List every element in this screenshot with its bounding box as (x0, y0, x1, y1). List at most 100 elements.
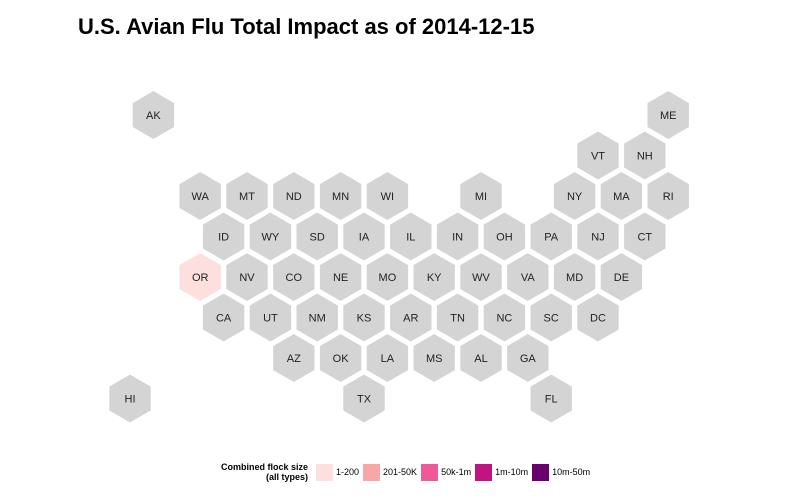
state-hex-oh (482, 211, 527, 262)
state-hex-la (365, 332, 410, 384)
state-hex-wv (459, 251, 503, 303)
state-hex-al (459, 332, 503, 384)
state-hex-nv (225, 251, 269, 303)
state-hex-nd (272, 170, 316, 222)
state-label-mi: MI (475, 191, 487, 203)
state-label-ak: AK (146, 110, 161, 122)
state-label-nm: NM (309, 313, 326, 325)
state-hex-ia (342, 211, 386, 262)
state-label-wy: WY (262, 232, 280, 244)
legend: Combined flock size (all types) 1-200 201… (214, 461, 590, 483)
state-label-wi: WI (381, 191, 394, 203)
legend-swatch (316, 463, 333, 481)
legend-item: 201-50K (363, 463, 417, 481)
state-hex-ks (342, 292, 386, 343)
state-hex-tx (342, 373, 386, 424)
legend-label: 10m-50m (552, 467, 591, 477)
state-label-ky: KY (427, 272, 442, 284)
state-label-tn: TN (450, 313, 465, 325)
state-hex-dc (576, 292, 620, 343)
state-label-md: MD (566, 272, 583, 284)
legend-item: 1m-10m (475, 463, 529, 481)
state-label-vt: VT (591, 151, 605, 163)
state-hex-pa (529, 211, 573, 262)
state-label-me: ME (660, 110, 677, 122)
legend-title-line1: Combined flock size (220, 462, 308, 472)
state-hex-va (506, 251, 550, 303)
state-label-tx: TX (357, 394, 372, 406)
state-hex-wy (248, 211, 293, 262)
state-label-az: AZ (287, 353, 301, 365)
state-hex-ct (623, 211, 667, 262)
legend-item: 10m-50m (532, 463, 591, 481)
state-hex-sd (295, 211, 339, 262)
state-label-mo: MO (379, 272, 397, 284)
state-hex-il (389, 211, 433, 262)
state-hex-or (178, 251, 222, 303)
state-hex-nj (576, 211, 620, 262)
state-label-mn: MN (332, 191, 349, 203)
state-hex-wi (365, 170, 410, 222)
state-hex-sc (529, 292, 573, 343)
state-hex-ms (412, 332, 456, 384)
state-label-ne: NE (333, 272, 348, 284)
state-hex-ca (201, 292, 246, 343)
state-label-ks: KS (357, 313, 372, 325)
state-label-fl: FL (545, 394, 558, 406)
state-label-hi: HI (125, 394, 136, 406)
state-hex-co (272, 251, 316, 303)
legend-label: 50k-1m (441, 467, 472, 477)
state-label-ga: GA (520, 353, 537, 365)
state-label-or: OR (192, 272, 209, 284)
state-hex-az (272, 332, 316, 384)
state-hex-ak (131, 89, 176, 141)
state-hex-fl (529, 373, 573, 424)
state-hex-hi (108, 373, 152, 424)
state-label-wv: WV (472, 272, 490, 284)
state-hex-mi (459, 170, 503, 222)
state-hex-ma (599, 170, 644, 222)
legend-item: 1-200 (316, 463, 360, 481)
state-label-ma: MA (613, 191, 630, 203)
state-label-pa: PA (544, 232, 559, 244)
state-hex-nh (623, 130, 667, 181)
state-label-ar: AR (403, 313, 418, 325)
legend-swatch (532, 463, 550, 481)
state-hex-mt (225, 170, 269, 222)
state-label-il: IL (406, 232, 415, 244)
state-hex-tn (435, 292, 480, 343)
state-hex-nm (295, 292, 339, 343)
state-hex-nc (482, 292, 527, 343)
hex-map: AK ME VT NH WA MT ND MN WI MI NY MA RI ID WY SD IA IL IN OH… (108, 89, 690, 424)
state-label-dc: DC (590, 313, 606, 325)
legend-item: 50k-1m (421, 463, 472, 481)
legend-title-line2: (all types) (265, 472, 308, 482)
state-label-wa: WA (192, 191, 210, 203)
state-label-nj: NJ (591, 232, 604, 244)
state-label-ms: MS (426, 353, 443, 365)
state-label-sc: SC (544, 313, 559, 325)
state-hex-md (552, 251, 597, 303)
state-hex-ny (552, 170, 597, 222)
state-label-ia: IA (359, 232, 370, 244)
legend-label: 1-200 (336, 467, 360, 477)
state-label-in: IN (452, 232, 463, 244)
state-hex-id (201, 211, 246, 262)
state-hex-ky (412, 251, 456, 303)
state-label-nd: ND (286, 191, 302, 203)
state-hex-ga (506, 332, 550, 384)
state-label-nc: NC (496, 313, 512, 325)
state-label-al: AL (474, 353, 487, 365)
legend-items: 1-200 201-50K 50k-1m 1m-10m 10m-50m (312, 463, 591, 481)
legend-swatch (475, 463, 493, 481)
state-hex-in (435, 211, 480, 262)
state-hex-ar (389, 292, 433, 343)
state-label-la: LA (381, 353, 395, 365)
legend-label: 1m-10m (495, 467, 529, 477)
state-hex-ok (318, 332, 363, 384)
state-label-nh: NH (637, 151, 653, 163)
state-hex-ri (646, 170, 690, 222)
legend-swatch (421, 463, 439, 481)
state-hex-me (646, 89, 690, 141)
state-label-sd: SD (310, 232, 325, 244)
